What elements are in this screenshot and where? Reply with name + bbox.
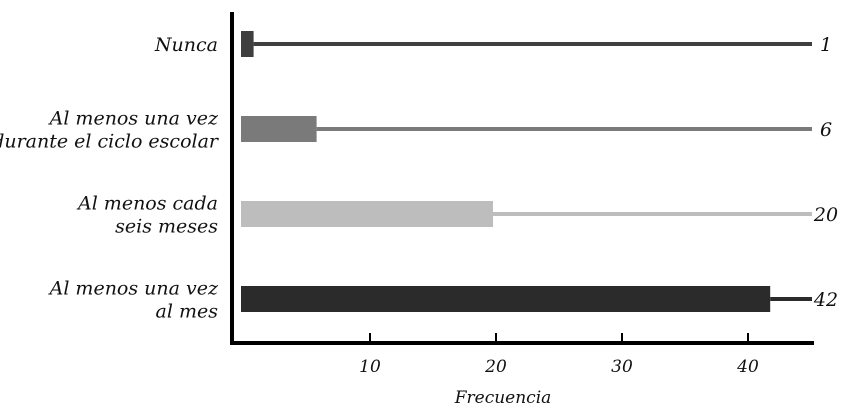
category-label-2: Al menos cada seis meses	[76, 193, 218, 238]
category-label-0-line-0: Nunca	[154, 34, 218, 56]
x-tick-label-2: 30	[611, 357, 633, 377]
x-ticks-layer: 10 20 30 40	[359, 333, 759, 377]
value-label-0: 1	[820, 34, 832, 56]
value-label-3: 42	[813, 289, 838, 311]
value-label-1: 6	[820, 119, 832, 141]
category-label-2-line-0: Al menos cada	[76, 193, 218, 215]
x-axis-title: Frecuencia	[454, 388, 552, 407]
category-label-3-line-1: al mes	[156, 301, 219, 323]
bar-3	[241, 286, 771, 312]
category-label-0: Nunca	[154, 34, 218, 56]
bar-2	[241, 201, 493, 227]
category-label-1-line-0: Al menos una vez	[48, 108, 219, 130]
category-label-2-line-1: seis meses	[115, 216, 218, 238]
axes-layer	[230, 12, 814, 345]
x-tick-label-0: 10	[359, 357, 381, 377]
x-tick-label-3: 40	[736, 357, 759, 377]
category-label-1: Al menos una vez durante el ciclo escolar	[0, 108, 220, 153]
x-tick-label-1: 20	[484, 357, 507, 377]
value-label-2: 20	[813, 204, 838, 226]
bar-0	[241, 31, 254, 57]
value-labels-layer: 1 6 20 42	[813, 34, 838, 311]
category-label-1-line-1: durante el ciclo escolar	[0, 131, 220, 153]
bars-layer	[241, 31, 812, 312]
bar-1	[241, 116, 317, 142]
category-label-3-line-0: Al menos una vez	[48, 278, 219, 300]
category-label-3: Al menos una vez al mes	[48, 278, 219, 323]
